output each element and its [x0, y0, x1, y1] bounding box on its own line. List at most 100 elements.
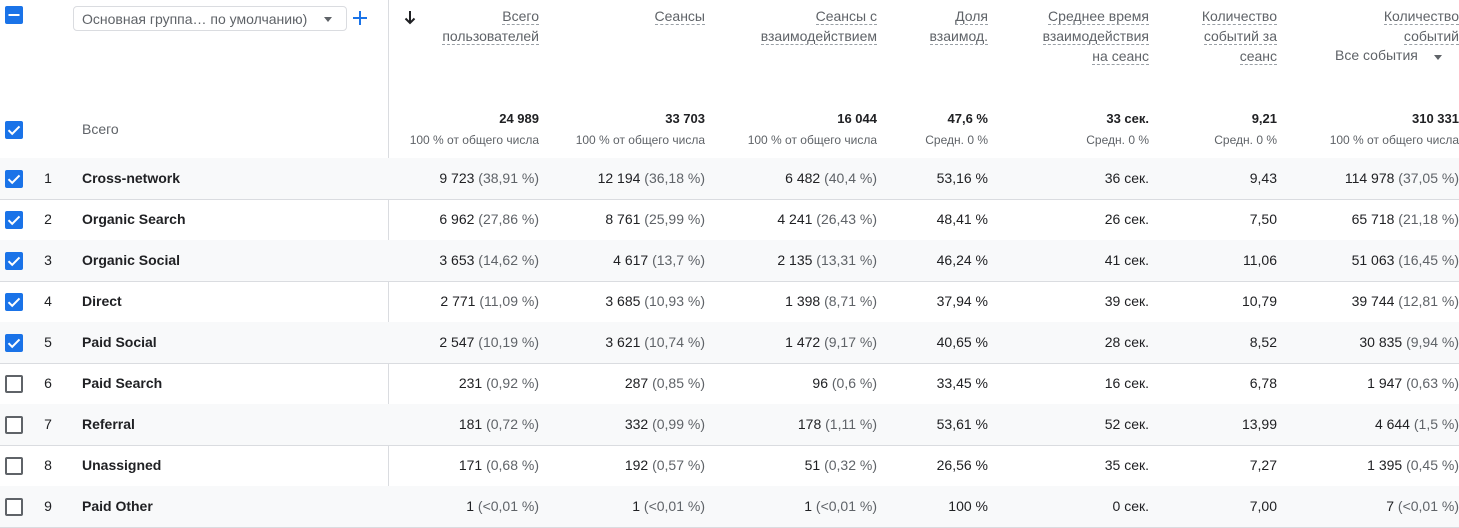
metric-value: 2 771: [440, 293, 476, 309]
chevron-down-icon: [1434, 55, 1442, 60]
event-filter-value: Все события: [1335, 47, 1418, 63]
total-value: 16 044: [837, 111, 877, 126]
column-header-engaged[interactable]: Сеансы с взаимодействием: [717, 6, 877, 46]
total-value: 47,6 %: [947, 111, 988, 126]
column-header-rate[interactable]: Доля взаимод.: [888, 6, 988, 46]
metric-value: 9 723: [439, 170, 475, 186]
table-row: 3 Organic Social 3 653 (14,62 %) 4 617 (13,…: [0, 240, 1459, 281]
row-checkbox[interactable]: [5, 211, 23, 229]
dimension-dropdown[interactable]: Основная группа… по умолчанию): [73, 6, 347, 31]
row-checkbox[interactable]: [5, 375, 23, 393]
metric-share: (1,5 %): [1413, 416, 1459, 432]
sort-descending-icon[interactable]: [403, 10, 417, 26]
column-header-line: пользователей: [442, 28, 539, 45]
metric-value: 3 653: [439, 252, 475, 268]
column-header-evpersess[interactable]: Количество событий за сеанс: [1157, 6, 1277, 66]
metric-cell: 1 395 (0,45 %): [1289, 457, 1459, 473]
column-header-avgtime[interactable]: Среднее время взаимодействия на сеанс: [999, 6, 1149, 66]
row-checkbox[interactable]: [5, 457, 23, 475]
table-row: 9 Paid Other 1 (<0,01 %) 1 (<0,01 %) 1 (<0,0…: [0, 486, 1459, 527]
channel-name[interactable]: Paid Social: [82, 334, 157, 350]
total-share: Средн. 0 %: [1086, 133, 1149, 147]
total-share: 100 % от общего числа: [747, 133, 877, 147]
column-header-line: на сеанс: [1092, 48, 1149, 65]
event-filter-dropdown[interactable]: Все события: [1335, 47, 1459, 67]
metric-cell: 8 761 (25,99 %): [555, 211, 705, 227]
metric-cell: 51 063 (16,45 %): [1289, 252, 1459, 268]
metric-value: 41 сек.: [1104, 252, 1149, 268]
row-checkbox[interactable]: [5, 498, 23, 516]
metric-cell: 0 сек.: [999, 498, 1149, 514]
metric-cell: 332 (0,99 %): [555, 416, 705, 432]
table-row: 5 Paid Social 2 547 (10,19 %) 3 621 (10,74 …: [0, 322, 1459, 363]
metric-cell: 96 (0,6 %): [717, 375, 877, 391]
metric-value: 7,00: [1249, 498, 1277, 514]
metric-cell: 41 сек.: [999, 252, 1149, 268]
checkmark-icon: [7, 174, 21, 185]
metric-value: 100 %: [948, 498, 988, 514]
channel-name[interactable]: Organic Social: [82, 252, 181, 268]
row-divider: [0, 363, 1459, 364]
metric-share: (0,63 %): [1406, 375, 1459, 391]
column-header-line: Сеансы: [654, 8, 705, 25]
row-index: 8: [44, 457, 52, 473]
totals-checkbox[interactable]: [5, 121, 23, 139]
metric-cell: 40,65 %: [888, 334, 988, 350]
metric-share: (10,19 %): [478, 334, 539, 350]
metric-cell: 3 685 (10,93 %): [555, 293, 705, 309]
metric-cell: 3 653 (14,62 %): [389, 252, 539, 268]
metric-cell: 1 947 (0,63 %): [1289, 375, 1459, 391]
metric-cell: 1 (<0,01 %): [389, 498, 539, 514]
channel-name[interactable]: Paid Search: [82, 375, 163, 391]
metric-cell: 8,52: [1157, 334, 1277, 350]
metric-value: 6,78: [1249, 375, 1277, 391]
metric-cell: 178 (1,11 %): [717, 416, 877, 432]
row-divider: [0, 199, 1459, 200]
dimension-dropdown-value: Основная группа… по умолчанию): [82, 11, 308, 27]
metric-value: 51 063: [1351, 252, 1395, 268]
metric-value: 1 472: [785, 334, 821, 350]
metric-cell: 4 644 (1,5 %): [1289, 416, 1459, 432]
metric-cell: 192 (0,57 %): [555, 457, 705, 473]
metric-value: 65 718: [1351, 211, 1395, 227]
metric-share: (36,18 %): [644, 170, 705, 186]
metric-value: 114 978: [1344, 170, 1395, 186]
column-header-line: Количество: [1383, 8, 1459, 25]
channel-name[interactable]: Paid Other: [82, 498, 153, 514]
metric-share: (0,68 %): [486, 457, 539, 473]
column-header-events[interactable]: Количество событий: [1289, 6, 1459, 46]
channel-name[interactable]: Unassigned: [82, 457, 162, 473]
total-value: 24 989: [499, 111, 539, 126]
row-checkbox[interactable]: [5, 334, 23, 352]
add-dimension-icon[interactable]: [353, 11, 367, 25]
metric-cell: 2 547 (10,19 %): [389, 334, 539, 350]
metric-cell: 6,78: [1157, 375, 1277, 391]
row-index: 4: [44, 293, 52, 309]
column-header-line: Количество: [1201, 8, 1277, 25]
metric-value: 4 644: [1374, 416, 1410, 432]
metric-value: 37,94 %: [936, 293, 988, 309]
checkmark-icon: [7, 215, 21, 226]
row-checkbox[interactable]: [5, 252, 23, 270]
column-header-line: Всего: [502, 8, 539, 25]
row-checkbox[interactable]: [5, 170, 23, 188]
column-header-line: Доля: [955, 8, 988, 25]
channel-name[interactable]: Organic Search: [82, 211, 186, 227]
metric-cell: 10,79: [1157, 293, 1277, 309]
metric-value: 192: [624, 457, 649, 473]
channel-name[interactable]: Direct: [82, 293, 122, 309]
select-all-checkbox[interactable]: [5, 6, 23, 24]
metric-cell: 51 (0,32 %): [717, 457, 877, 473]
metric-share: (<0,01 %): [643, 498, 705, 514]
row-checkbox[interactable]: [5, 293, 23, 311]
metric-cell: 9 723 (38,91 %): [389, 170, 539, 186]
channel-name[interactable]: Referral: [82, 416, 135, 432]
metric-value: 7: [1386, 498, 1395, 514]
channel-name[interactable]: Cross-network: [82, 170, 181, 186]
metric-cell: 16 сек.: [999, 375, 1149, 391]
row-checkbox[interactable]: [5, 416, 23, 434]
checkmark-icon: [7, 297, 21, 308]
column-header-sessions[interactable]: Сеансы: [555, 6, 705, 26]
column-header-users[interactable]: Всего пользователей: [389, 6, 539, 46]
total-value: 310 331: [1412, 111, 1459, 126]
